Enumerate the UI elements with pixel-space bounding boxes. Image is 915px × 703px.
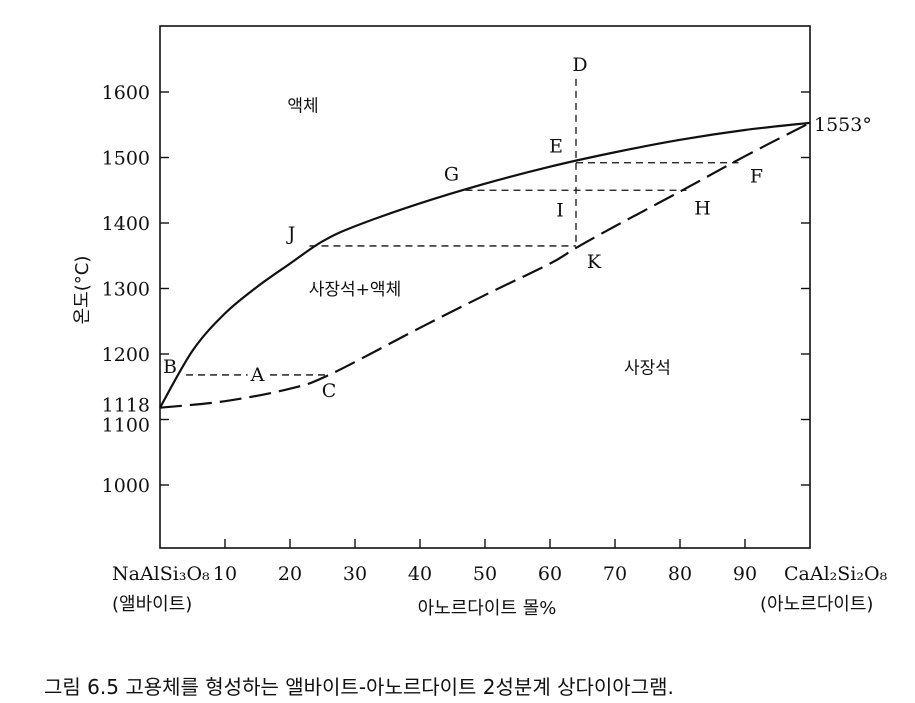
point-label-d: D <box>572 54 587 76</box>
y-tick-label: 1100 <box>102 415 150 437</box>
point-label-e: E <box>549 136 563 158</box>
y-tick-label: 1000 <box>102 475 150 497</box>
x-tick-label: 60 <box>538 563 562 585</box>
y-extra-tick-label: 1118 <box>102 395 150 417</box>
y-axis-label: 온도(°C) <box>72 256 93 325</box>
point-label-a: A <box>250 364 265 386</box>
point-label-h: H <box>694 197 711 219</box>
left-end-formula: NaAlSi₃O₈ <box>112 563 210 585</box>
y-tick-label: 1500 <box>102 148 150 170</box>
y-tick-label: 1200 <box>102 344 150 366</box>
figure-caption: 그림 6.5 고용체를 형성하는 앨바이트-아노르다이트 2성분계 상다이아그램… <box>44 675 674 699</box>
point-label-a-bg <box>247 363 267 386</box>
region-label: 사장석+액체 <box>309 280 401 300</box>
point-label-k: K <box>587 251 602 273</box>
point-labels-group: D E F G H I J K A B C <box>163 54 763 402</box>
right-end-name: (아노르다이트) <box>760 594 873 615</box>
y-tick-label: 1400 <box>102 213 150 235</box>
solidus-curve <box>159 121 811 409</box>
point-label-i: I <box>556 199 564 221</box>
point-label-j: J <box>286 223 296 245</box>
ticks-group: 10 20 30 40 50 60 70 80 90 1000 1100 1200 1300 1400 15… <box>102 82 810 585</box>
region-label: 사장석 <box>624 359 671 379</box>
x-tick-label: 20 <box>278 563 302 585</box>
left-end-name: (앨바이트) <box>112 594 192 615</box>
y-tick-label: 1300 <box>102 279 150 301</box>
x-tick-label: 10 <box>213 563 237 585</box>
curves-group <box>159 121 811 409</box>
x-tick-label: 70 <box>603 563 627 585</box>
right-end-formula: CaAl₂Si₂O₈ <box>784 563 888 585</box>
point-label-c: C <box>322 380 337 402</box>
liquidus-curve <box>159 121 811 409</box>
x-tick-label: 90 <box>733 563 757 585</box>
x-axis-label: 아노르다이트 몰% <box>418 598 557 619</box>
x-tick-label: 80 <box>668 563 692 585</box>
tie-lines-group <box>186 78 739 376</box>
x-tick-label: 50 <box>473 563 497 585</box>
y-tick-label: 1600 <box>102 82 150 104</box>
point-label-b: B <box>163 356 177 378</box>
right-end-temperature-label: 1553° <box>814 114 872 136</box>
x-tick-label: 30 <box>343 563 367 585</box>
x-tick-label: 40 <box>408 563 432 585</box>
point-label-f: F <box>750 166 763 188</box>
point-label-g: G <box>444 163 459 185</box>
region-label: 액체 <box>287 97 318 117</box>
